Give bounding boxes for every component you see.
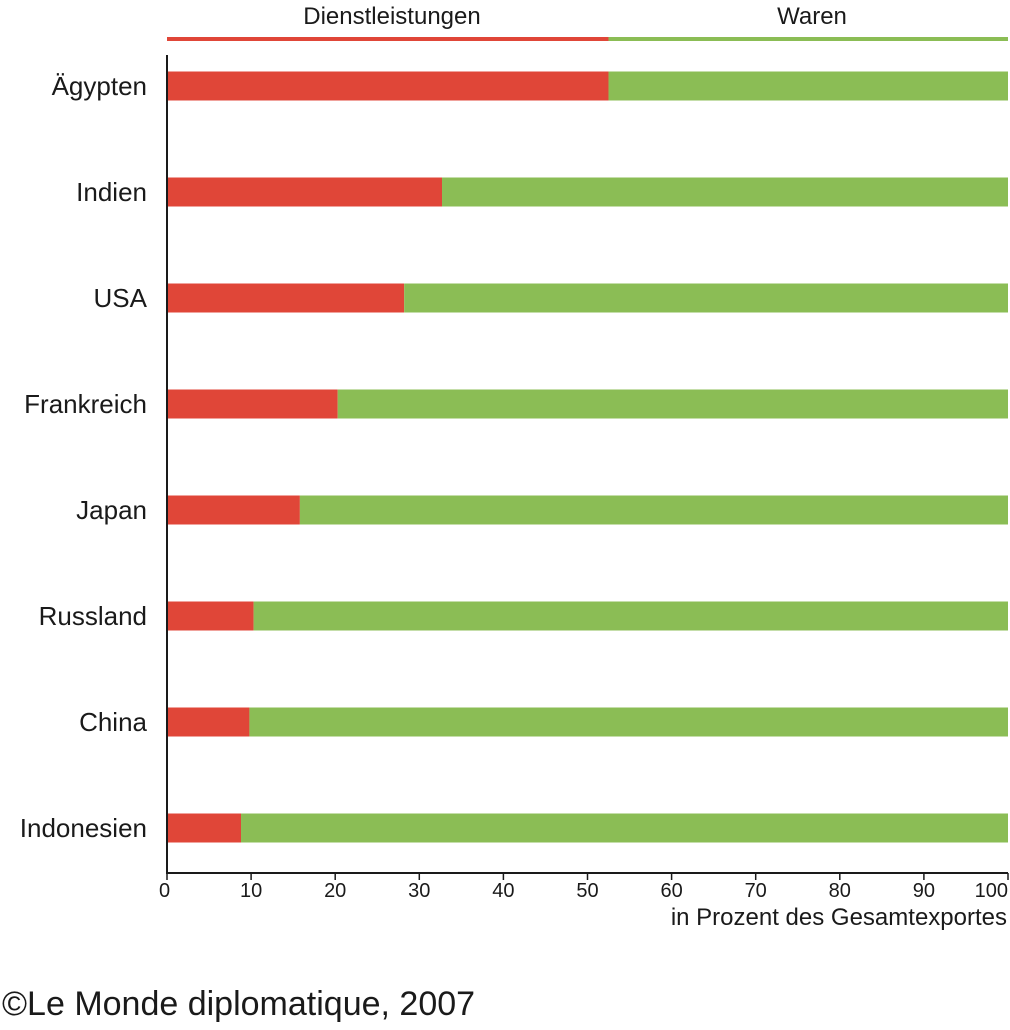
x-axis-label: in Prozent des Gesamtexportes [671,904,1007,931]
bar-japan-waren [299,495,1008,525]
x-tick-label: 50 [576,880,598,902]
category-label-russland: Russland [39,601,147,631]
bar-japan-dienstleistungen [167,495,300,525]
bar-china-dienstleistungen [167,707,250,737]
bar-china-waren [249,707,1009,737]
bar-indien-dienstleistungen [167,177,443,207]
bar-indien-waren [442,177,1009,207]
category-label-usa: USA [94,283,148,313]
x-tick-label: 0 [159,880,170,902]
bars [167,71,1009,843]
x-tick-label: 80 [829,880,851,902]
bar-frankreich-waren [337,389,1008,419]
x-tick-label: 70 [745,880,767,902]
category-label-frankreich: Frankreich [24,389,147,419]
category-labels: Ägypten Indien USA Frankreich Japan Russland C… [20,71,148,843]
legend-label-dienstleistungen: Dienstleistungen [303,3,480,30]
x-tick-label: 30 [408,880,430,902]
bar-usa-dienstleistungen [167,283,405,313]
source-credit: ©Le Monde diplomatique, 2007 [2,985,476,1023]
bar-agypten-dienstleistungen [167,71,609,101]
category-label-japan: Japan [76,495,147,525]
category-label-indien: Indien [76,177,147,207]
x-axis: 0 10 20 30 40 50 60 70 80 90 100 [159,55,1009,902]
bar-frankreich-dienstleistungen [167,389,338,419]
stacked-bar-chart: Dienstleistungen Waren Ägypten Indien USA Fr… [20,3,1009,931]
x-tick-label: 60 [660,880,682,902]
legend-label-waren: Waren [777,3,847,30]
category-label-china: China [79,707,147,737]
category-label-agypten: Ägypten [52,71,147,101]
x-tick-label: 100 [975,880,1008,902]
x-tick-label: 90 [913,880,935,902]
legend: Dienstleistungen Waren [167,3,1008,41]
x-tick-label: 20 [324,880,346,902]
category-label-indonesien: Indonesien [20,813,147,843]
bar-russland-waren [253,601,1009,631]
bar-agypten-waren [608,71,1008,101]
bar-indonesien-dienstleistungen [167,813,242,843]
x-tick-label: 10 [240,880,262,902]
bar-russland-dienstleistungen [167,601,254,631]
bar-usa-waren [404,283,1008,313]
bar-indonesien-waren [241,813,1008,843]
x-tick-label: 40 [492,880,514,902]
